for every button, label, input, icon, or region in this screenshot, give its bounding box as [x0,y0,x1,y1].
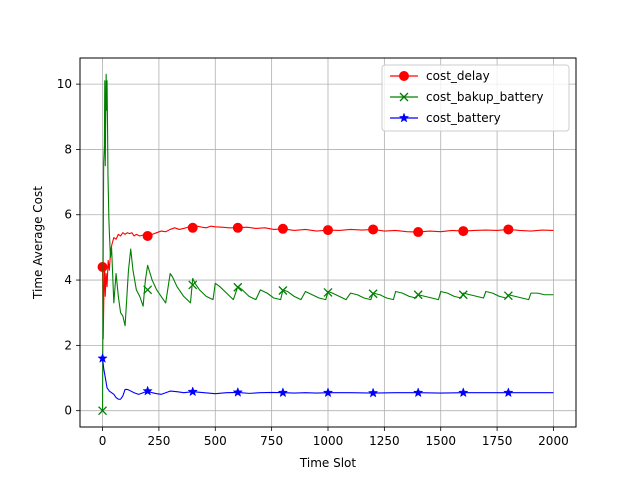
y-tick-label: 8 [64,142,72,156]
data-point-cost_bakup_battery [368,289,378,299]
data-point-cost_delay [232,222,243,233]
data-point-cost_battery [97,352,108,363]
legend-label: cost_delay [426,69,490,83]
series-cost_bakup_battery [98,73,554,416]
y-tick-label: 2 [64,338,72,352]
data-point-cost_battery [142,385,153,396]
data-point-cost_delay [413,227,424,238]
data-point-cost_delay [97,261,108,272]
legend-marker [399,71,409,81]
legend-label: cost_bakup_battery [426,90,543,104]
x-tick-label: 1500 [425,434,456,448]
y-tick-label: 0 [64,404,72,418]
legend-box [381,64,570,132]
data-point-cost_battery [322,387,334,398]
data-point-cost_battery [367,387,379,398]
data-point-cost_bakup_battery [458,290,468,300]
y-tick-label: 6 [64,208,72,222]
data-point-cost_bakup_battery [503,291,513,301]
data-point-cost_delay [187,222,198,233]
data-point-cost_battery [277,387,289,398]
series-cost_delay [97,222,554,340]
data-point-cost_bakup_battery [188,280,198,290]
data-point-cost_bakup_battery [98,406,108,416]
data-point-cost_battery [458,387,469,398]
data-point-cost_bakup_battery [413,290,423,300]
data-point-cost_delay [458,226,469,237]
x-tick-label: 1750 [482,434,513,448]
data-point-cost_delay [503,224,514,235]
data-point-cost_battery [503,387,514,398]
data-point-cost_delay [277,223,288,234]
legend-item-cost_battery: cost_battery [390,111,501,125]
data-point-cost_battery [187,386,198,397]
legend-item-cost_delay: cost_delay [390,69,490,83]
x-tick-label: 500 [204,434,227,448]
x-tick-label: 2000 [538,434,569,448]
data-point-cost_delay [323,225,333,236]
x-axis-label: Time Slot [299,456,356,470]
data-point-cost_bakup_battery [143,285,153,295]
data-point-cost_bakup_battery [233,282,243,292]
data-point-cost_bakup_battery [323,288,333,297]
legend-marker [398,112,410,123]
x-tick-label: 250 [147,434,170,448]
series-layer [97,73,554,416]
legend: cost_delay cost_bakup_battery cost_battery [381,64,570,132]
x-tick-label: 0 [99,434,107,448]
series-cost_battery [97,352,554,400]
ticks: 0 250 500 750 1000 1250 1500 1750 2000 0 2 4 6 8 10 [57,77,569,448]
data-point-cost_bakup_battery [278,286,288,295]
y-tick-label: 10 [57,77,72,91]
x-tick-label: 750 [260,434,283,448]
legend-marker [399,92,409,102]
y-axis-label: Time Average Cost [31,186,45,300]
legend-item-cost_bakup_battery: cost_bakup_battery [390,90,543,104]
data-point-cost_battery [412,387,424,398]
y-tick-label: 4 [64,273,72,287]
x-tick-label: 1250 [369,434,400,448]
x-tick-label: 1000 [313,434,344,448]
data-point-cost_battery [232,386,244,397]
data-point-cost_delay [368,224,379,235]
series-line-cost_bakup_battery [102,73,554,411]
data-point-cost_delay [142,230,153,241]
legend-label: cost_battery [426,111,501,125]
